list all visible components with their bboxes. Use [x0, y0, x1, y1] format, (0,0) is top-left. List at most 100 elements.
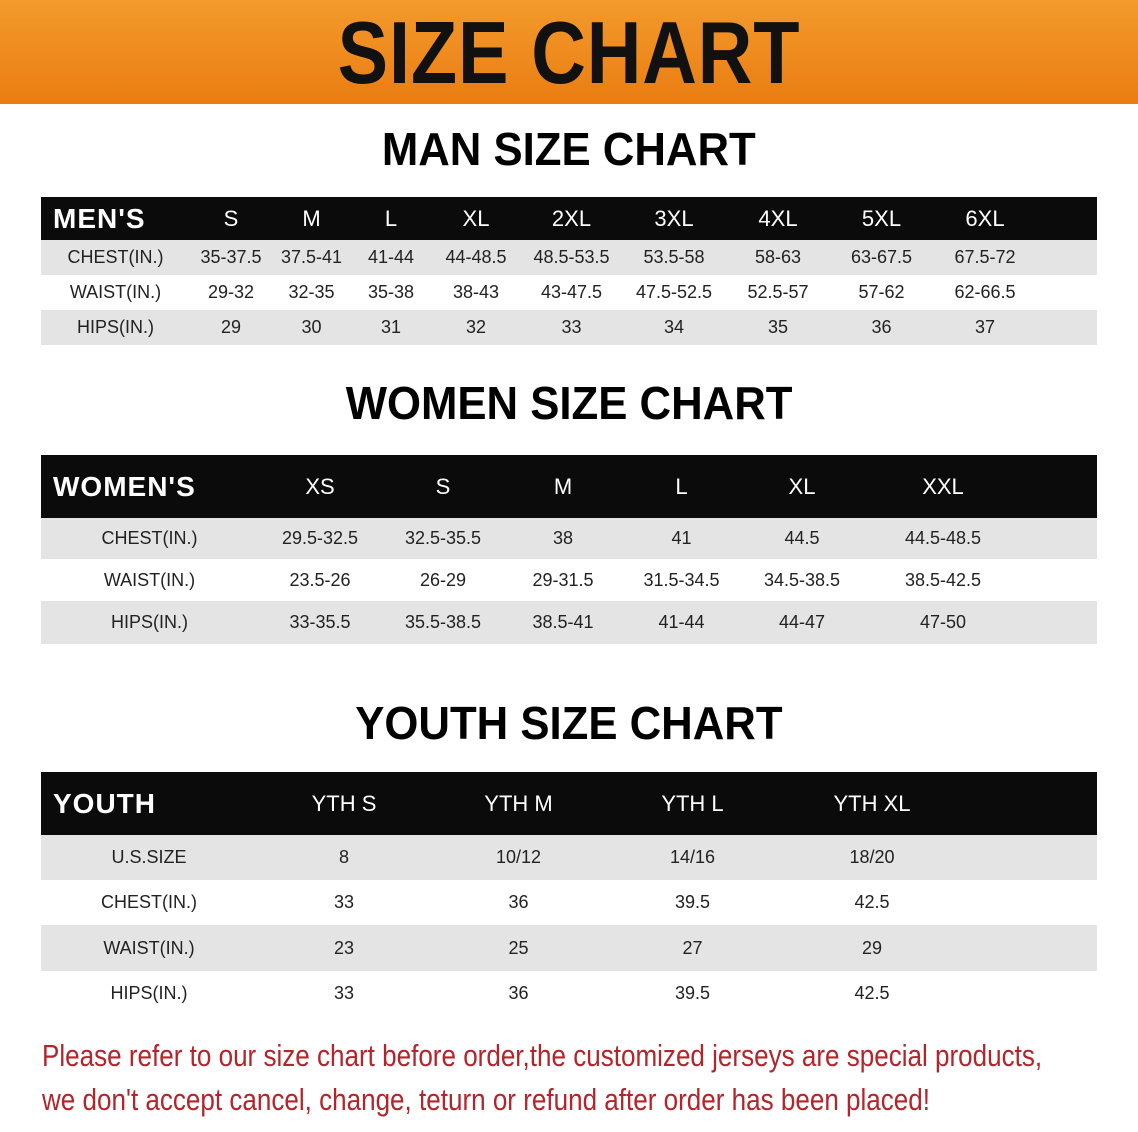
- table-cell: 29.5-32.5: [281, 528, 359, 548]
- table-cell: 25: [508, 937, 529, 958]
- table-row: WAIST(IN.) 23.5-26 26-29 29-31.5 31.5-34.5 34…: [41, 559, 1097, 601]
- women-size-table: WOMEN'S XS S M L XL XXL CHEST(IN.) 29.5-32.5 32.5…: [41, 455, 1097, 644]
- table-cell: 29: [220, 317, 242, 337]
- table-row: CHEST(IN.) 29.5-32.5 32.5-35.5 38 41 44.5 44.5…: [41, 518, 1097, 559]
- table-cell: 18/20: [849, 847, 895, 867]
- table-row: WAIST(IN.) 23 25 27 29: [41, 925, 1097, 971]
- header-row: YOUTH YTH S YTH M YTH L YTH XL: [41, 772, 1097, 835]
- size-header: M: [302, 205, 321, 231]
- table-cell: 36: [871, 317, 892, 337]
- table-cell: 57-62: [858, 282, 905, 302]
- policy-note-line-1: Please refer to our size chart before or…: [42, 1038, 1043, 1073]
- table-cell: 34: [663, 317, 685, 337]
- row-label: WAIST(IN.): [103, 937, 195, 958]
- table-cell: 32-35: [288, 282, 335, 302]
- table-cell: 30: [301, 317, 322, 337]
- size-header: YTH S: [311, 790, 377, 816]
- table-cell: 35-38: [367, 282, 415, 302]
- size-header: YTH L: [661, 790, 724, 816]
- men-size-table: MEN'S S M L XL 2XL 3XL 4XL 5XL 6XL CHEST(IN.) 35-37…: [41, 197, 1097, 345]
- table-cell: 44.5: [784, 528, 820, 548]
- table-cell: 35-37.5: [200, 247, 262, 267]
- table-row: CHEST(IN.) 33 36 39.5 42.5: [41, 880, 1097, 925]
- table-cell: 41: [671, 528, 692, 548]
- table-cell: 36: [508, 892, 529, 912]
- policy-note-line-2: we don't accept cancel, change, teturn o…: [42, 1082, 931, 1117]
- table-cell: 44.5-48.5: [904, 528, 982, 548]
- table-cell: 33-35.5: [289, 612, 351, 632]
- size-header: XXL: [922, 473, 964, 499]
- row-label: CHEST(IN.): [67, 247, 164, 267]
- table-cell: 44-48.5: [445, 247, 507, 267]
- table-cell: 29-32: [207, 282, 255, 302]
- size-header: 3XL: [654, 205, 694, 231]
- table-row: HIPS(IN.) 33-35.5 35.5-38.5 38.5-41 41-44 44-…: [41, 601, 1097, 644]
- table-corner-label: MEN'S: [53, 202, 146, 234]
- table-cell: 48.5-53.5: [533, 247, 610, 267]
- table-cell: 31: [380, 317, 402, 337]
- women-title: WOMEN SIZE CHART: [345, 377, 793, 429]
- table-cell: 8: [338, 847, 349, 867]
- table-row: WAIST(IN.) 29-32 32-35 35-38 38-43 43-47.5 47.…: [41, 275, 1097, 310]
- table-cell: 33: [333, 983, 355, 1003]
- table-cell: 29: [861, 937, 883, 958]
- table-cell: 10/12: [495, 847, 542, 867]
- table-cell: 39.5: [674, 892, 711, 912]
- size-header: S: [223, 205, 239, 231]
- size-header: XS: [305, 473, 335, 499]
- size-header: YTH M: [484, 790, 553, 816]
- table-cell: 35: [767, 317, 789, 337]
- size-header: 4XL: [758, 205, 798, 231]
- table-cell: 42.5: [854, 892, 890, 912]
- table-cell: 27: [682, 937, 703, 958]
- table-cell: 33: [561, 317, 582, 337]
- size-header: 6XL: [965, 205, 1005, 231]
- table-cell: 41-44: [367, 247, 415, 267]
- table-cell: 31.5-34.5: [643, 569, 720, 590]
- table-cell: 29-31.5: [532, 569, 594, 590]
- row-label: HIPS(IN.): [76, 317, 154, 337]
- table-row: CHEST(IN.) 35-37.5 37.5-41 41-44 44-48.5 48.5…: [41, 240, 1097, 275]
- table-cell: 52.5-57: [747, 282, 809, 302]
- table-cell: 34.5-38.5: [763, 569, 841, 590]
- table-cell: 37.5-41: [280, 247, 343, 267]
- banner-title: SIZE CHART: [337, 3, 801, 102]
- table-cell: 23.5-26: [289, 569, 351, 590]
- row-label: HIPS(IN.): [110, 983, 188, 1003]
- table-corner-label: WOMEN'S: [53, 470, 196, 502]
- table-cell: 38.5-42.5: [904, 569, 982, 590]
- table-cell: 35.5-38.5: [404, 612, 482, 632]
- youth-size-table: YOUTH YTH S YTH M YTH L YTH XL U.S.SIZE 8 10/12…: [41, 772, 1097, 1016]
- row-label: WAIST(IN.): [69, 282, 162, 302]
- row-label: CHEST(IN.): [101, 528, 198, 548]
- table-cell: 38.5-41: [532, 612, 594, 632]
- table-cell: 41-44: [658, 612, 705, 632]
- header-row: MEN'S S M L XL 2XL 3XL 4XL 5XL 6XL: [41, 197, 1097, 240]
- row-label: HIPS(IN.): [110, 612, 188, 632]
- size-header: 2XL: [551, 205, 592, 231]
- row-label: WAIST(IN.): [103, 569, 196, 590]
- header-row: WOMEN'S XS S M L XL XXL: [41, 455, 1097, 518]
- table-cell: 44-47: [778, 612, 826, 632]
- size-header: M: [553, 473, 573, 499]
- table-cell: 43-47.5: [540, 282, 603, 302]
- table-cell: 47-50: [919, 612, 967, 632]
- table-cell: 67.5-72: [954, 247, 1016, 267]
- table-cell: 36: [508, 983, 529, 1003]
- size-header: YTH XL: [833, 790, 911, 816]
- table-cell: 32: [465, 317, 487, 337]
- men-title: MAN SIZE CHART: [382, 123, 756, 175]
- table-cell: 38: [552, 528, 574, 548]
- table-cell: 42.5: [854, 983, 890, 1003]
- table-cell: 23: [333, 937, 355, 958]
- table-cell: 32.5-35.5: [404, 528, 482, 548]
- table-cell: 14/16: [669, 847, 716, 867]
- size-header: L: [384, 205, 398, 231]
- table-cell: 58-63: [754, 247, 802, 267]
- table-row: HIPS(IN.) 33 36 39.5 42.5: [41, 971, 1097, 1016]
- row-label: U.S.SIZE: [111, 847, 187, 867]
- table-corner-label: YOUTH: [53, 787, 156, 819]
- table-cell: 37: [974, 317, 996, 337]
- size-header: 5XL: [861, 205, 902, 231]
- table-cell: 47.5-52.5: [635, 282, 713, 302]
